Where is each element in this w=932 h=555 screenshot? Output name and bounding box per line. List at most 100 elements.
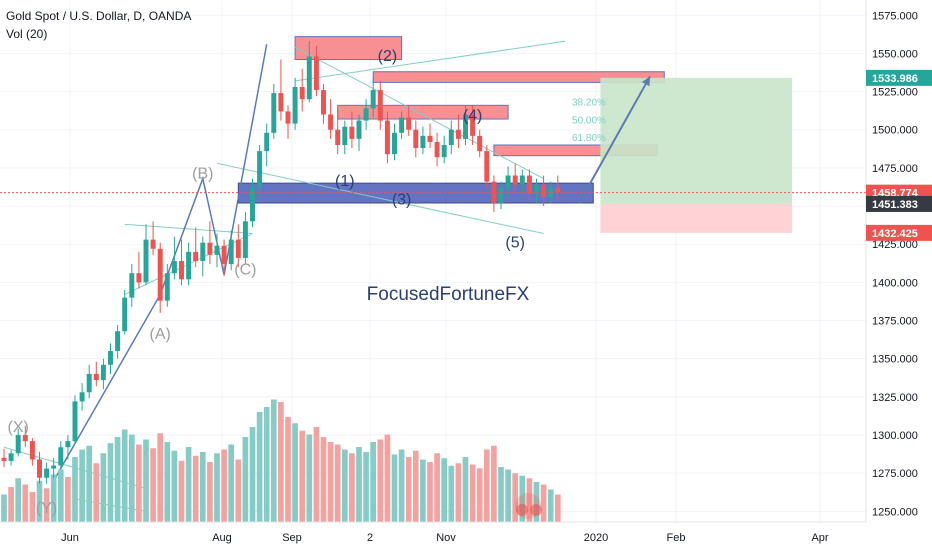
- volume-bar: [214, 453, 220, 522]
- wave-label: (5): [505, 234, 525, 251]
- candle-body: [356, 120, 362, 139]
- volume-bar: [313, 427, 320, 522]
- wave-label: (2): [378, 48, 398, 65]
- candle-body: [278, 93, 284, 112]
- candle-body: [534, 184, 539, 194]
- candle-body: [271, 93, 277, 133]
- candle-body: [370, 90, 376, 109]
- candle-body: [122, 297, 128, 332]
- volume-bar: [242, 437, 249, 522]
- candle-body: [342, 126, 348, 145]
- volume-bar: [1, 494, 7, 522]
- volume-bar: [285, 417, 291, 522]
- candle-body: [470, 114, 476, 136]
- volume-bar: [434, 453, 440, 522]
- candle-body: [100, 364, 106, 381]
- candle-body: [79, 392, 85, 402]
- candle-body: [108, 351, 113, 365]
- candle-body: [420, 135, 426, 149]
- candle-body: [86, 373, 92, 393]
- fib-diagonal: [295, 40, 565, 82]
- candle-body: [541, 184, 547, 197]
- volume-bar: [107, 443, 114, 522]
- candle-body: [15, 435, 21, 454]
- volume-bar: [207, 462, 213, 522]
- volume-bar: [178, 460, 185, 522]
- candle-body: [29, 441, 35, 460]
- volume-bar: [441, 458, 448, 522]
- candle-body: [235, 239, 241, 258]
- volume-bar: [398, 449, 405, 522]
- wave-labels: (X) (Y) (A) (B) (C) (1) (2) (3) (4) (5): [8, 48, 525, 517]
- volume-bar: [57, 469, 64, 522]
- volume-bar: [370, 442, 377, 522]
- volume-bar: [299, 430, 306, 522]
- zone-green_target: [600, 77, 793, 204]
- candle-body: [427, 135, 433, 142]
- candle-body: [136, 273, 142, 283]
- arrow-head-icon: [641, 76, 651, 87]
- volume-bar: [363, 452, 369, 522]
- x-tick-label: Apr: [811, 532, 828, 544]
- volume-bar: [136, 444, 142, 522]
- volume-bar: [292, 423, 298, 522]
- candle-body: [171, 261, 177, 274]
- y-tick-label: 1425.000: [872, 239, 918, 251]
- candle-body: [519, 175, 525, 185]
- candle-body: [526, 175, 532, 194]
- candle-body: [328, 114, 334, 130]
- y-tick-label: 1250.000: [872, 506, 918, 518]
- volume-bar: [143, 439, 149, 522]
- candle-body: [264, 132, 270, 152]
- volume-indicator-label[interactable]: Vol (20): [6, 27, 48, 41]
- candle-body: [321, 90, 326, 115]
- y-tick-label: 1550.000: [872, 48, 918, 60]
- volume-bar: [455, 463, 462, 522]
- x-tick-label: Jun: [61, 532, 79, 544]
- zone-red: [372, 71, 665, 83]
- candle-body: [129, 273, 135, 298]
- y-tick-label: 1525.000: [872, 87, 918, 99]
- y-tick-label: 1275.000: [872, 468, 918, 480]
- candle-body: [399, 117, 405, 133]
- volume-bar: [8, 487, 14, 522]
- falling-wedge-lower: [216, 162, 544, 235]
- candle-body: [306, 56, 312, 100]
- candle-body: [313, 56, 319, 91]
- volume-bar: [15, 478, 22, 522]
- volume-bar: [405, 457, 412, 522]
- price-badge-label: 1432.425: [872, 228, 918, 240]
- candle-body: [455, 129, 461, 139]
- zone-red: [337, 104, 509, 120]
- price-badge-label: 1451.383: [872, 199, 918, 211]
- volume-bar: [334, 444, 341, 522]
- y-tick-label: 1350.000: [872, 354, 918, 366]
- candle-body: [498, 187, 504, 203]
- time-axis[interactable]: Jun Aug Sep 2 Nov 2020 Feb Apr: [0, 521, 866, 544]
- volume-bar: [498, 467, 504, 522]
- candle-body: [157, 248, 163, 301]
- volume-bar: [384, 434, 391, 522]
- candle-body: [335, 129, 341, 145]
- candle-body: [406, 117, 412, 130]
- price-badge: [866, 224, 932, 241]
- volume-bar: [221, 449, 227, 522]
- candle-body: [299, 87, 305, 100]
- wave-label: (B): [192, 166, 213, 183]
- watermark-text: FocusedFortuneFX: [367, 284, 530, 305]
- volume-bar: [427, 462, 433, 522]
- price-badge: [866, 195, 932, 212]
- volume-bar: [263, 407, 270, 522]
- zone-red_stop: [600, 203, 793, 233]
- y-tick-label: 1475.000: [872, 163, 918, 175]
- symbol-title: Gold Spot / U.S. Dollar, D, OANDA: [6, 9, 192, 23]
- volume-bar: [469, 464, 476, 522]
- candle-body: [44, 468, 50, 478]
- candle-body: [193, 251, 199, 261]
- candle-body: [58, 447, 64, 466]
- volume-bar: [157, 433, 164, 522]
- candle-body: [505, 175, 511, 188]
- volume-bar: [50, 474, 57, 522]
- candle-body: [285, 111, 291, 124]
